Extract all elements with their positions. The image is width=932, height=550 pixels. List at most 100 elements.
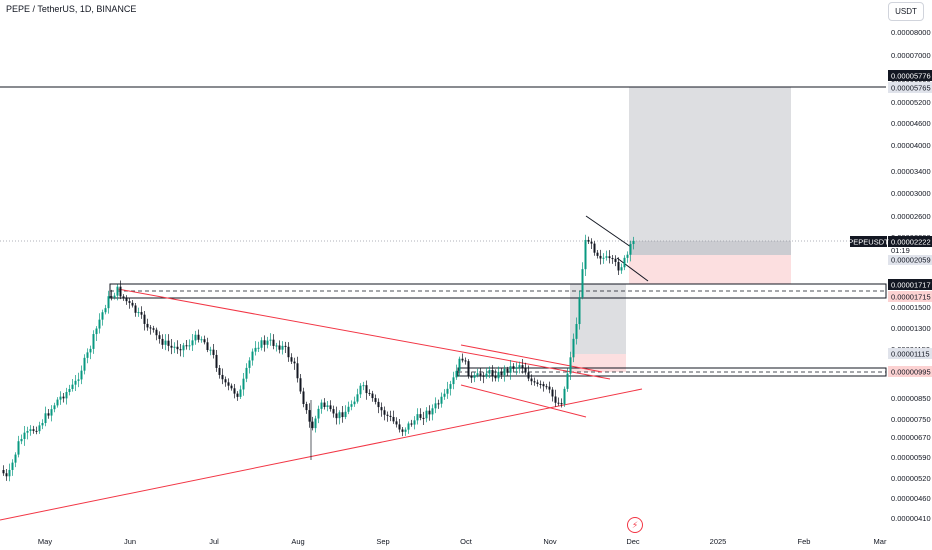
candle-body <box>53 405 56 410</box>
candle-body <box>173 346 176 348</box>
candle-body <box>503 368 506 376</box>
time-tick-label: May <box>38 537 52 546</box>
price-tick-label: 0.00000410 <box>891 514 931 523</box>
price-tag-bg <box>888 348 932 359</box>
lightning-icon[interactable]: ⚡ <box>627 517 643 533</box>
candle-body <box>338 412 341 419</box>
candle-body <box>113 295 116 298</box>
currency-button[interactable]: USDT <box>888 2 924 21</box>
time-tick-label: Feb <box>798 537 811 546</box>
price-tick-label: 0.00008000 <box>891 28 931 37</box>
candle-body <box>122 296 125 298</box>
candle-body <box>35 430 38 432</box>
candle-body <box>512 366 515 369</box>
price-tags: 0.00005776 0.00005765 0.00002222 0.00002059… <box>848 70 932 377</box>
candle-body <box>182 345 185 351</box>
price-tag: 0.00001115 <box>891 350 930 359</box>
price-tag: 0.00002222 <box>891 238 931 247</box>
price-tag-bg <box>888 236 932 247</box>
candle-body <box>335 413 338 419</box>
candle-body <box>62 396 65 399</box>
candle-body <box>83 357 86 371</box>
candle-body <box>224 379 227 383</box>
candle-body <box>272 339 275 346</box>
candle-body <box>206 342 209 351</box>
candle-body <box>395 421 398 425</box>
time-tick-label: Aug <box>291 537 304 546</box>
candle-body <box>92 334 95 349</box>
candle-body <box>29 429 32 431</box>
candle-body <box>101 312 104 320</box>
time-tick-label: Dec <box>626 537 640 546</box>
candle-body <box>245 367 248 379</box>
candle-body <box>251 351 254 361</box>
candle-body <box>257 347 260 349</box>
candle-body <box>212 349 215 355</box>
candle-body <box>554 396 557 403</box>
candle-body <box>263 340 266 345</box>
candle-body <box>278 345 281 350</box>
candle-body <box>317 408 320 419</box>
candle-body <box>545 386 548 388</box>
countdown-bg <box>888 247 932 255</box>
candle-body <box>626 254 629 258</box>
candle-body <box>20 438 23 442</box>
candle-body <box>305 403 308 411</box>
candle-body <box>602 257 605 259</box>
candle-body <box>359 385 362 395</box>
candle-body <box>362 385 365 387</box>
candle-body <box>500 371 503 376</box>
candle-body <box>521 365 524 368</box>
time-tick-label: Oct <box>460 537 473 546</box>
candle-body <box>59 396 62 400</box>
price-tag: 0.00000995 <box>891 368 931 377</box>
candle-body <box>581 269 584 298</box>
candle-body <box>236 393 239 397</box>
price-tick-label: 0.00004600 <box>891 119 931 128</box>
time-tick-label: 2025 <box>710 537 727 546</box>
price-tag-bg <box>888 279 932 290</box>
time-tick-label: Mar <box>874 537 887 546</box>
price-tick-label: 0.00001300 <box>891 324 931 333</box>
candle-body <box>227 382 230 386</box>
price-tag-bg <box>888 254 932 265</box>
candle-body <box>107 296 110 309</box>
candle-body <box>284 345 287 347</box>
candle-body <box>614 258 617 262</box>
candle-body <box>281 345 284 350</box>
candle-body <box>344 411 347 418</box>
price-tag: 0.00001715 <box>891 293 931 302</box>
flag-lower-line <box>616 257 649 282</box>
candle-body <box>461 358 464 361</box>
candle-body <box>98 319 101 329</box>
entry-band <box>629 241 791 255</box>
candle-body <box>608 256 611 259</box>
candle-body <box>629 244 632 255</box>
candle-body <box>218 367 221 375</box>
candle-body <box>215 354 218 368</box>
candle-body <box>383 410 386 415</box>
candle-body <box>311 421 314 429</box>
candle-body <box>179 349 182 351</box>
price-tick-label: 0.00000670 <box>891 433 931 442</box>
candle-body <box>410 423 413 425</box>
price-tag-bg <box>888 70 932 81</box>
candle-body <box>449 384 452 389</box>
price-tag-bg <box>888 366 932 377</box>
candle-body <box>452 377 455 385</box>
candle-body <box>368 393 371 395</box>
candle-body <box>416 414 419 421</box>
candle-body <box>464 360 467 362</box>
candle-body <box>104 308 107 313</box>
price-tag: 0.00002059 <box>891 256 931 265</box>
candle-body <box>137 312 140 314</box>
candle-body <box>185 345 188 347</box>
candle-body <box>176 346 179 350</box>
candle-body <box>119 286 122 297</box>
candle-body <box>560 403 563 405</box>
candle-body <box>542 384 545 387</box>
target-zone <box>570 284 626 354</box>
candle-body <box>65 392 68 399</box>
